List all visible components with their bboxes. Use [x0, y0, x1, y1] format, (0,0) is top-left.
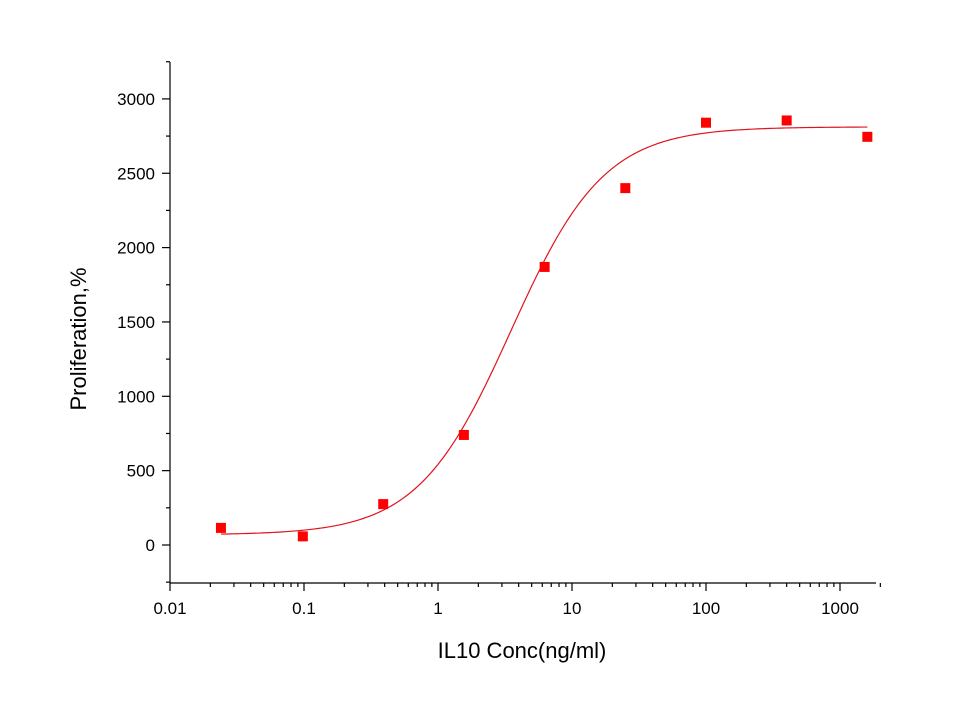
data-points-group [215, 115, 873, 542]
data-point [215, 522, 226, 533]
x-tick-label: 0.1 [292, 599, 316, 618]
y-axis-title: Proliferation,% [66, 267, 91, 410]
x-tick-label: 100 [692, 599, 720, 618]
y-tick-label: 2000 [117, 239, 155, 258]
x-ticks-group: 0.01 0.1 1 10 100 1000 [153, 583, 881, 618]
data-point [862, 131, 873, 142]
data-point [539, 261, 550, 272]
x-axis-title: IL10 Conc(ng/ml) [438, 638, 607, 663]
data-point [701, 117, 711, 128]
fit-curve-group [220, 126, 868, 535]
data-point [297, 531, 308, 542]
y-tick-label: 500 [127, 462, 155, 481]
data-point [781, 115, 792, 126]
x-tick-label: 1 [433, 599, 442, 618]
y-tick-label: 1500 [117, 313, 155, 332]
data-point [620, 183, 631, 194]
data-point [378, 499, 389, 510]
data-point [458, 429, 469, 440]
x-tick-label: 1000 [821, 599, 859, 618]
y-ticks-group: 0 500 1000 1500 2000 2500 3000 [117, 61, 170, 583]
x-tick-label: 10 [563, 599, 582, 618]
y-tick-label: 1000 [117, 387, 155, 406]
y-tick-label: 3000 [117, 90, 155, 109]
y-tick-label: 0 [146, 536, 155, 555]
x-tick-label: 0.01 [153, 599, 186, 618]
fit-curve-line [220, 126, 868, 535]
axes-group [169, 62, 876, 584]
y-tick-label: 2500 [117, 164, 155, 183]
